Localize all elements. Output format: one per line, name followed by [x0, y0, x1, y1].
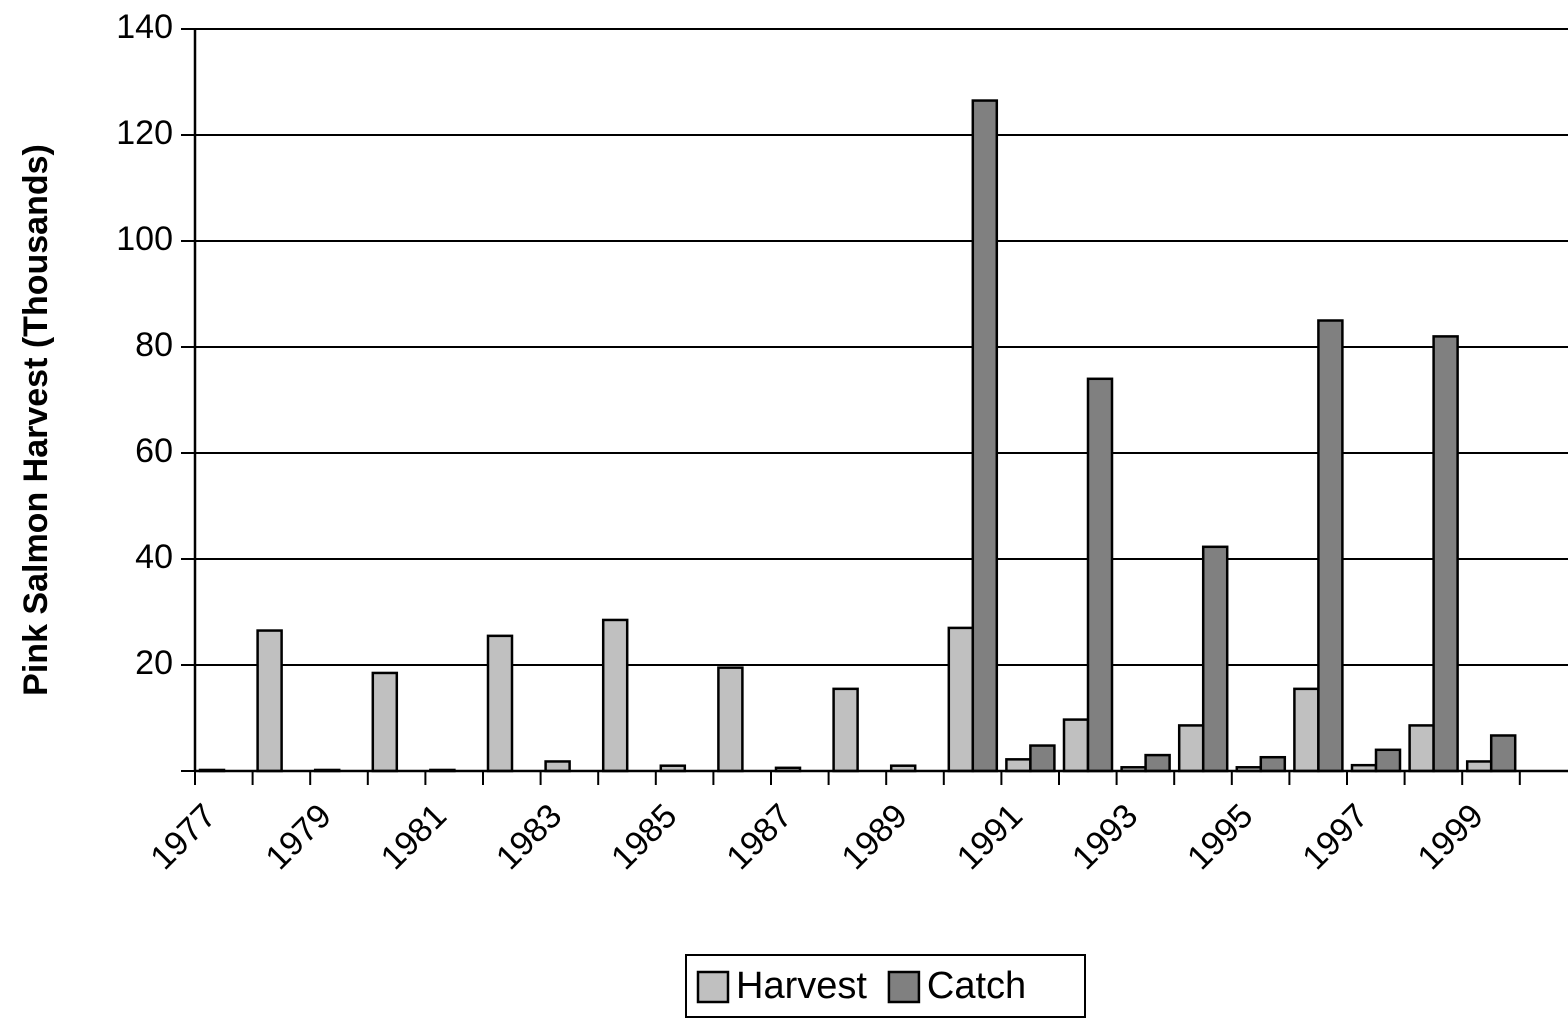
legend-swatch [887, 970, 921, 1004]
y-tick-label: 80 [135, 326, 173, 364]
x-tick-label: 1997 [1295, 797, 1375, 877]
legend-swatch [696, 970, 730, 1004]
x-tick-label: 1989 [834, 797, 914, 877]
bar [1489, 734, 1517, 773]
bar [1317, 319, 1344, 773]
y-axis-label: Pink Salmon Harvest (Thousands) [17, 144, 55, 696]
bar [601, 618, 629, 773]
bar [371, 671, 399, 773]
x-tick-label: 1999 [1410, 797, 1490, 877]
bar [1408, 724, 1435, 773]
legend-label: Harvest [736, 965, 867, 1007]
bar [1465, 760, 1493, 773]
y-tick-label: 100 [116, 220, 173, 258]
bar [1201, 545, 1229, 773]
bar [1259, 755, 1287, 773]
bar [544, 760, 571, 773]
bar [256, 629, 283, 773]
y-tick-label: 60 [135, 432, 173, 470]
bar [486, 634, 514, 773]
bar [1029, 744, 1056, 773]
bar [971, 99, 999, 773]
x-tick-label: 1991 [950, 797, 1030, 877]
bar [947, 626, 975, 773]
y-tick-label: 20 [135, 644, 173, 682]
bar [1374, 748, 1402, 773]
legend-box [685, 954, 1086, 1018]
x-tick-label: 1995 [1180, 797, 1260, 877]
x-tick-label: 1977 [143, 797, 223, 877]
bar [1293, 687, 1320, 773]
x-tick-label: 1985 [604, 797, 684, 877]
bar [717, 666, 744, 773]
x-tick-label: 1993 [1065, 797, 1145, 877]
x-tick-label: 1979 [258, 797, 338, 877]
y-tick-label: 40 [135, 538, 173, 576]
bar [1144, 753, 1171, 773]
y-tick-label: 120 [116, 114, 173, 152]
y-tick-label: 140 [116, 8, 173, 46]
x-tick-label: 1987 [719, 797, 799, 877]
x-tick-label: 1983 [489, 797, 569, 877]
legend-label: Catch [927, 965, 1026, 1007]
bar [1177, 724, 1205, 773]
bar [1086, 377, 1114, 773]
bar [1432, 335, 1459, 773]
bar [1005, 758, 1032, 773]
x-tick-label: 1981 [374, 797, 454, 877]
bar [1062, 718, 1090, 773]
bar [832, 687, 859, 773]
